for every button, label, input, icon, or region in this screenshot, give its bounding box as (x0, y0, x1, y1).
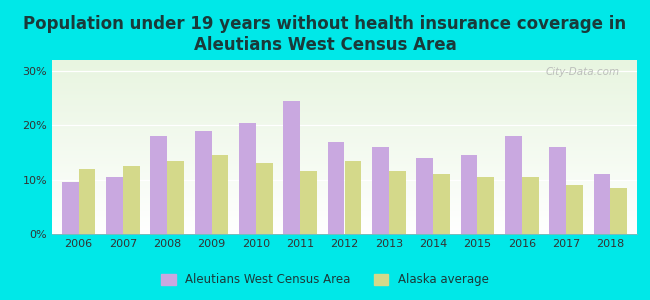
Text: City-Data.com: City-Data.com (545, 67, 619, 77)
Bar (566, 185, 583, 234)
Bar (416, 158, 433, 234)
Bar (283, 101, 300, 234)
Bar (256, 163, 273, 234)
Bar (62, 182, 79, 234)
Legend: Aleutians West Census Area, Alaska average: Aleutians West Census Area, Alaska avera… (157, 269, 493, 291)
Bar (195, 131, 211, 234)
Bar (344, 160, 361, 234)
Bar (505, 136, 522, 234)
Bar (522, 177, 539, 234)
Bar (150, 136, 167, 234)
Bar (239, 122, 256, 234)
Bar (593, 174, 610, 234)
Bar (123, 166, 140, 234)
Bar (610, 188, 627, 234)
Bar (389, 172, 406, 234)
Bar (79, 169, 96, 234)
Bar (478, 177, 494, 234)
Bar (328, 142, 345, 234)
Bar (372, 147, 389, 234)
Bar (211, 155, 228, 234)
Bar (549, 147, 566, 234)
Text: Population under 19 years without health insurance coverage in
Aleutians West Ce: Population under 19 years without health… (23, 15, 627, 54)
Bar (461, 155, 478, 234)
Bar (167, 160, 184, 234)
Bar (300, 172, 317, 234)
Bar (433, 174, 450, 234)
Bar (106, 177, 123, 234)
